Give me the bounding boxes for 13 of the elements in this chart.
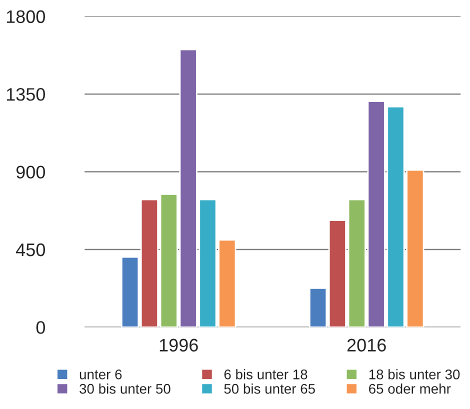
legend-label: 30 bis unter 50	[80, 384, 170, 394]
legend-label: 65 oder mehr	[369, 384, 451, 394]
legend-label: 50 bis unter 65	[224, 384, 315, 394]
y-tick-label: 1350	[6, 88, 46, 101]
y-tick-label: 1800	[6, 10, 46, 24]
legend-label: 6 bis unter 18	[224, 369, 308, 380]
x-tick-label: 1996	[160, 338, 198, 352]
x-tick-label: 2016	[347, 338, 386, 352]
y-tick-label: 450	[16, 243, 46, 256]
legend-label: unter 6	[80, 370, 122, 380]
y-tick-label: 900	[16, 166, 46, 178]
legend-label: 18 bis unter 30	[369, 369, 460, 380]
y-tick-label: 0	[36, 321, 46, 334]
